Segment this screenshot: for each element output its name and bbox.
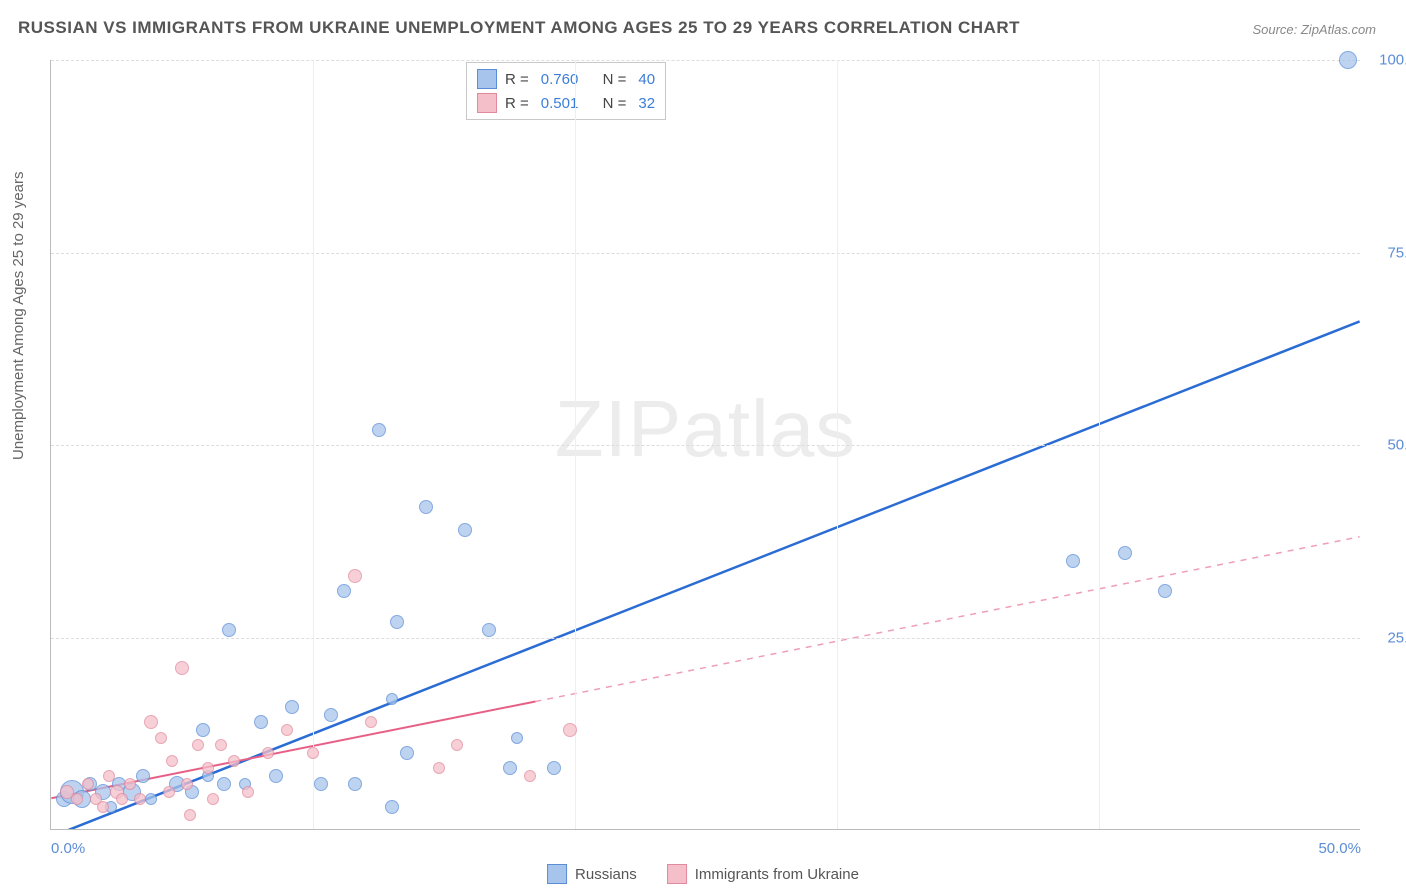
data-point <box>196 723 210 737</box>
data-point <box>433 762 445 774</box>
scatter-plot: ZIPatlas R = 0.760 N = 40 R = 0.501 N = … <box>50 60 1360 830</box>
data-point <box>1118 546 1132 560</box>
data-point <box>242 786 254 798</box>
gridline <box>51 445 1360 446</box>
data-point <box>71 793 83 805</box>
data-point <box>215 739 227 751</box>
data-point <box>390 615 404 629</box>
data-point <box>337 584 351 598</box>
data-point <box>217 777 231 791</box>
gridline <box>51 638 1360 639</box>
data-point <box>228 755 240 767</box>
data-point <box>1339 51 1357 69</box>
data-point <box>134 793 146 805</box>
y-tick-label: 50.0% <box>1370 437 1406 454</box>
data-point <box>1066 554 1080 568</box>
swatch-pink <box>477 93 497 113</box>
data-point <box>166 755 178 767</box>
data-point <box>348 569 362 583</box>
legend-row-russians: R = 0.760 N = 40 <box>477 67 655 91</box>
legend-item-russians: Russians <box>547 864 637 884</box>
data-point <box>192 739 204 751</box>
gridline <box>575 60 576 829</box>
data-point <box>524 770 536 782</box>
y-tick-label: 100.0% <box>1370 52 1406 69</box>
y-axis-label: Unemployment Among Ages 25 to 29 years <box>10 171 27 460</box>
x-tick-label: 50.0% <box>1318 840 1361 857</box>
data-point <box>503 761 517 775</box>
source-label: Source: ZipAtlas.com <box>1252 22 1376 37</box>
data-point <box>207 793 219 805</box>
data-point <box>285 700 299 714</box>
data-point <box>386 693 398 705</box>
data-point <box>511 732 523 744</box>
gridline <box>1099 60 1100 829</box>
legend-label: Russians <box>575 866 637 883</box>
data-point <box>97 801 109 813</box>
data-point <box>116 793 128 805</box>
data-point <box>269 769 283 783</box>
data-point <box>419 500 433 514</box>
data-point <box>1158 584 1172 598</box>
data-point <box>281 724 293 736</box>
data-point <box>124 778 136 790</box>
gridline <box>51 60 1360 61</box>
gridline <box>313 60 314 829</box>
data-point <box>385 800 399 814</box>
data-point <box>184 809 196 821</box>
data-point <box>307 747 319 759</box>
data-point <box>222 623 236 637</box>
data-point <box>202 762 214 774</box>
data-point <box>482 623 496 637</box>
x-tick-label: 0.0% <box>51 840 85 857</box>
swatch-pink <box>667 864 687 884</box>
data-point <box>451 739 463 751</box>
data-point <box>563 723 577 737</box>
data-point <box>181 778 193 790</box>
swatch-blue <box>477 69 497 89</box>
gridline <box>837 60 838 829</box>
data-point <box>324 708 338 722</box>
data-point <box>348 777 362 791</box>
data-point <box>145 793 157 805</box>
data-point <box>372 423 386 437</box>
data-point <box>163 786 175 798</box>
data-point <box>103 770 115 782</box>
data-point <box>458 523 472 537</box>
data-point <box>155 732 167 744</box>
data-point <box>365 716 377 728</box>
legend-row-ukraine: R = 0.501 N = 32 <box>477 91 655 115</box>
legend-label: Immigrants from Ukraine <box>695 866 859 883</box>
data-point <box>314 777 328 791</box>
watermark: ZIPatlas <box>555 383 856 475</box>
y-tick-label: 75.0% <box>1370 244 1406 261</box>
gridline <box>51 253 1360 254</box>
chart-title: RUSSIAN VS IMMIGRANTS FROM UKRAINE UNEMP… <box>18 18 1020 38</box>
correlation-legend: R = 0.760 N = 40 R = 0.501 N = 32 <box>466 62 666 120</box>
data-point <box>175 661 189 675</box>
bottom-legend: Russians Immigrants from Ukraine <box>547 864 859 884</box>
data-point <box>82 778 94 790</box>
data-point <box>136 769 150 783</box>
y-tick-label: 25.0% <box>1370 629 1406 646</box>
swatch-blue <box>547 864 567 884</box>
data-point <box>547 761 561 775</box>
data-point <box>144 715 158 729</box>
data-point <box>262 747 274 759</box>
data-point <box>254 715 268 729</box>
data-point <box>400 746 414 760</box>
legend-item-ukraine: Immigrants from Ukraine <box>667 864 859 884</box>
